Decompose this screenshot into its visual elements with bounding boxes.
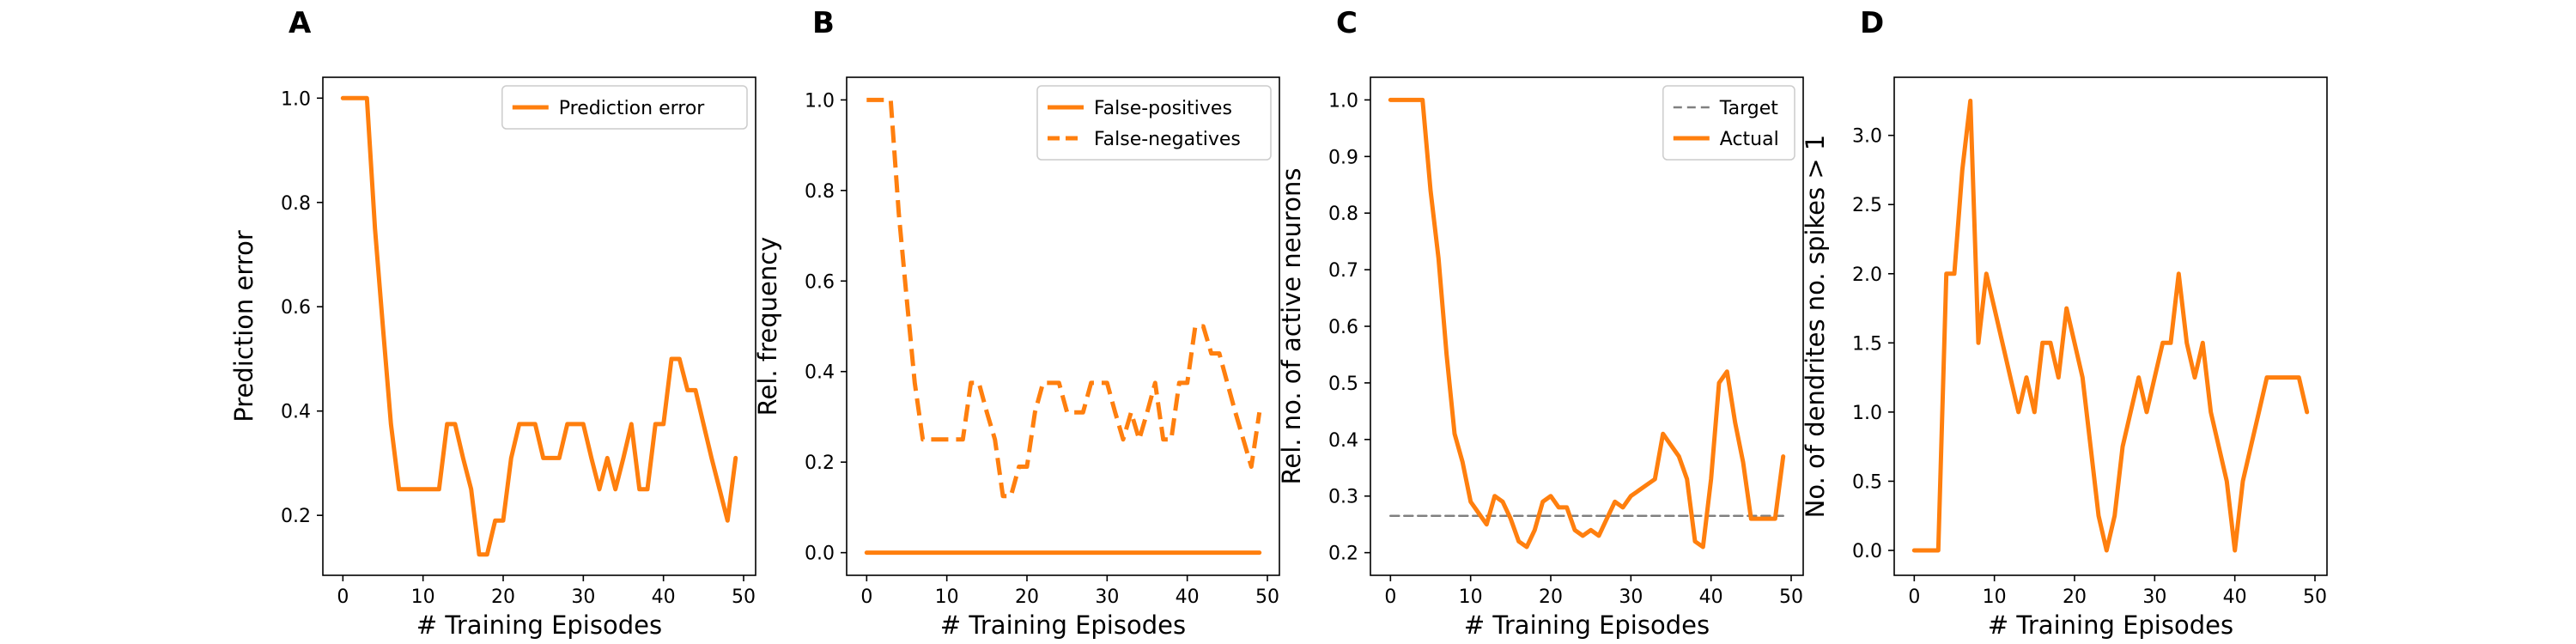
y-tick-label: 0.9 [1328,147,1358,168]
x-tick-label: 30 [1095,586,1119,608]
y-tick-label: 0.8 [1328,204,1358,225]
panel-a: A 0 10 20 30 40 50 0.2 0.4 0.6 0.8 1.0 # Training Ep… [229,6,756,640]
series-line-main [1911,98,2310,553]
y-tick-label: 0.4 [1328,430,1358,452]
x-tick-label: 20 [1015,586,1039,608]
y-tick-label: 0.4 [281,402,311,423]
x-tick-label: 30 [2142,586,2166,608]
x-tick-label: 30 [571,586,595,608]
y-tick-label: 3.0 [1852,126,1882,148]
axes-frame [322,76,756,576]
x-tick-label: 0 [337,586,349,608]
x-tick-label: 40 [652,586,676,608]
y-tick-label: 0.7 [1328,260,1358,282]
y-axis-label: Rel. no. of active neurons [1277,168,1306,485]
x-tick-label: 10 [935,586,959,608]
axes-frame [846,76,1280,576]
legend-label: False-negatives [1094,129,1241,150]
x-tick-label: 40 [1176,586,1200,608]
y-tick-label: 1.0 [1328,90,1358,112]
x-tick-label: 20 [2063,586,2087,608]
panel-d: D 0 10 20 30 40 50 0.0 0.5 1.0 1.5 2.0 2.5 3.0 # Train… [1801,6,2328,640]
y-axis-label: Rel. frequency [753,237,782,416]
y-tick-label: 0.6 [1328,317,1358,338]
x-tick-label: 10 [1459,586,1483,608]
x-tick-label: 20 [1539,586,1563,608]
x-tick-label: 50 [1255,586,1279,608]
legend-label: False-positives [1094,98,1232,119]
y-tick-label: 0.5 [1328,374,1358,395]
panel-c: C 0 10 20 30 40 50 0.2 0.3 0.4 0.5 0.6 0.7 0.8 0.9 1.0 #… [1277,6,1804,640]
panel-letter: B [812,6,835,40]
legend: Prediction error [501,85,748,130]
x-tick-label: 0 [860,586,872,608]
y-tick-label: 1.0 [1852,403,1882,424]
x-tick-label: 0 [1384,586,1396,608]
legend-label: Target [1719,98,1778,119]
legend: Target Actual [1662,85,1795,161]
series-line-false-negatives [866,97,1262,499]
panel-letter: A [289,6,312,40]
legend-box [501,85,748,130]
y-tick-label: 0.2 [805,453,835,474]
y-tick-label: 0.5 [1852,471,1882,493]
legend-box [1036,85,1272,161]
y-tick-label: 0.8 [805,181,835,203]
y-tick-label: 1.5 [1852,333,1882,355]
x-tick-label: 40 [2223,586,2247,608]
x-tick-label: 0 [1908,586,1920,608]
legend-box [1662,85,1795,161]
y-tick-label: 2.5 [1852,195,1882,216]
legend-label: Prediction error [559,98,705,119]
y-axis-label: No. of dendrites no. spikes > 1 [1801,135,1830,519]
y-tick-label: 0.0 [805,544,835,565]
x-tick-label: 50 [2303,586,2327,608]
panel-letter: C [1336,6,1358,40]
y-axis-label: Prediction error [229,230,258,422]
x-tick-label: 10 [1983,586,2007,608]
y-tick-label: 2.0 [1852,264,1882,286]
x-axis-label: # Training Episodes [416,611,662,640]
y-tick-label: 1.0 [281,88,311,110]
y-tick-label: 1.0 [805,90,835,112]
x-tick-label: 10 [411,586,435,608]
y-tick-label: 0.4 [805,362,835,384]
x-axis-label: # Training Episodes [940,611,1186,640]
legend-label: Actual [1720,129,1779,150]
y-tick-label: 0.8 [281,193,311,215]
y-tick-label: 0.6 [281,297,311,319]
panel-letter: D [1860,6,1884,40]
series-line-actual [1388,97,1786,550]
y-tick-label: 0.3 [1328,487,1358,508]
x-tick-label: 30 [1619,586,1643,608]
y-tick-label: 0.2 [1328,544,1358,565]
y-tick-label: 0.6 [805,271,835,293]
x-axis-label: # Training Episodes [1464,611,1710,640]
x-tick-label: 50 [1779,586,1803,608]
legend: False-positives False-negatives [1036,85,1272,161]
x-tick-label: 40 [1699,586,1723,608]
axes-frame [1893,76,2328,576]
x-tick-label: 50 [732,586,756,608]
x-axis-label: # Training Episodes [1988,611,2233,640]
panel-b: B 0 10 20 30 40 50 0.0 0.2 0.4 0.6 0.8 1.0 # Training… [753,6,1280,640]
y-tick-label: 0.0 [1852,541,1882,562]
series-line-prediction-error [340,95,738,557]
y-tick-label: 0.2 [281,506,311,527]
x-tick-label: 20 [491,586,515,608]
